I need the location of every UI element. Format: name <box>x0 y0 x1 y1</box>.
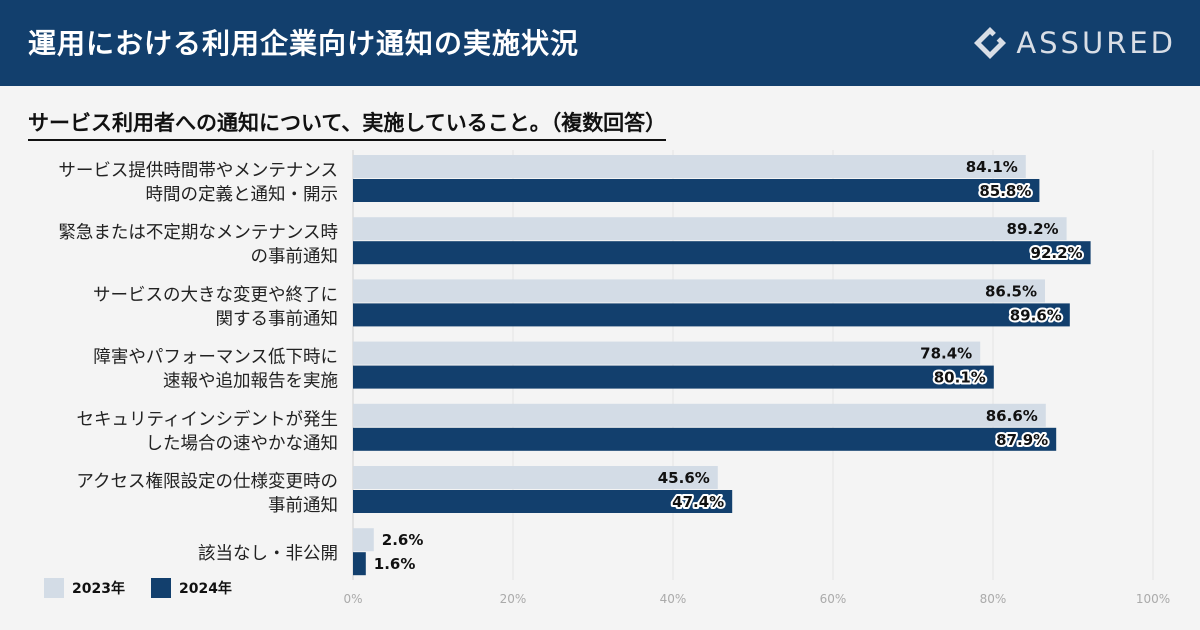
bar-2024 <box>353 179 1040 202</box>
bar-2023 <box>353 155 1026 178</box>
bar-2023 <box>353 279 1045 303</box>
legend-swatch-2023 <box>44 578 64 598</box>
data-label: 86.6% <box>986 407 1038 425</box>
data-label-halo: 85.8% <box>979 182 1031 200</box>
bar-2024 <box>353 552 366 576</box>
header-bar: 運用における利用企業向け通知の実施状況 ASSURED <box>0 0 1200 86</box>
legend-label-2024: 2024年 <box>178 581 232 597</box>
bar-2023 <box>353 403 1046 427</box>
category-label: 関する事前通知 <box>216 309 339 329</box>
x-tick-label: 20% <box>500 592 527 606</box>
legend-item-2023: 2023年 <box>44 578 125 598</box>
data-label-halo: 47.4% <box>672 493 724 511</box>
data-label: 45.6% <box>658 469 710 487</box>
category-label: 事前通知 <box>268 496 338 516</box>
category-label: 速報や追加報告を実施 <box>163 372 338 392</box>
data-label: 47.4% <box>672 493 724 511</box>
data-label: 87.9% <box>996 431 1048 449</box>
data-label: 86.5% <box>985 282 1037 300</box>
x-tick-label: 100% <box>1136 592 1170 606</box>
x-tick-label: 40% <box>660 592 687 606</box>
bar-2024 <box>353 241 1091 265</box>
x-tick-label: 80% <box>980 592 1007 606</box>
category-label: アクセス権限設定の仕様変更時の <box>76 472 338 492</box>
page-title: 運用における利用企業向け通知の実施状況 <box>28 27 580 60</box>
bar-2024 <box>353 303 1070 327</box>
data-label: 85.8% <box>979 182 1031 200</box>
bar-2023 <box>353 341 981 365</box>
brand-logo: ASSURED <box>972 24 1176 62</box>
data-label-halo: 89.6% <box>1010 306 1062 324</box>
x-tick-label: 60% <box>820 592 847 606</box>
data-label-halo: 87.9% <box>996 431 1048 449</box>
data-label: 92.2% <box>1031 244 1083 262</box>
bar-2024 <box>353 365 994 389</box>
bar-2023 <box>353 217 1067 241</box>
category-label: セキュリティインシデントが発生 <box>77 409 338 430</box>
data-label-halo: 80.1% <box>934 369 986 387</box>
legend: 2023年 2024年 <box>44 578 258 598</box>
bar-2023 <box>353 528 374 552</box>
legend-item-2024: 2024年 <box>150 578 232 598</box>
legend-label-2023: 2023年 <box>72 581 125 597</box>
x-tick-label: 0% <box>343 592 362 606</box>
data-label: 89.2% <box>1007 220 1059 238</box>
data-label: 1.6% <box>374 555 416 573</box>
chart-subtitle: サービス利用者への通知について、実施していること。（複数回答） <box>28 107 667 141</box>
category-label: した場合の速やかな通知 <box>146 434 339 454</box>
logo-text: ASSURED <box>1016 26 1176 60</box>
data-label-halo: 92.2% <box>1031 244 1083 262</box>
bar-2024 <box>353 490 733 513</box>
data-label: 80.1% <box>934 369 986 387</box>
category-label: サービスの大きな変更や終了に <box>93 285 338 305</box>
category-label: 障害やパフォーマンス低下時に <box>93 348 338 368</box>
bar-2023 <box>353 466 718 489</box>
category-label: サービス提供時間帯やメンテナンス <box>58 161 338 181</box>
data-label: 2.6% <box>382 531 424 549</box>
data-label: 78.4% <box>920 345 972 363</box>
data-label: 84.1% <box>966 158 1018 176</box>
category-label: の事前通知 <box>251 247 339 267</box>
assured-logo-icon <box>974 27 1007 59</box>
bar-2024 <box>353 427 1057 451</box>
category-label: 該当なし・非公開 <box>198 544 338 564</box>
category-label: 緊急または不定期なメンテナンス時 <box>58 223 338 243</box>
category-label: 時間の定義と通知・開示 <box>146 185 339 205</box>
legend-swatch-2024 <box>150 578 171 598</box>
data-label: 89.6% <box>1010 306 1062 324</box>
